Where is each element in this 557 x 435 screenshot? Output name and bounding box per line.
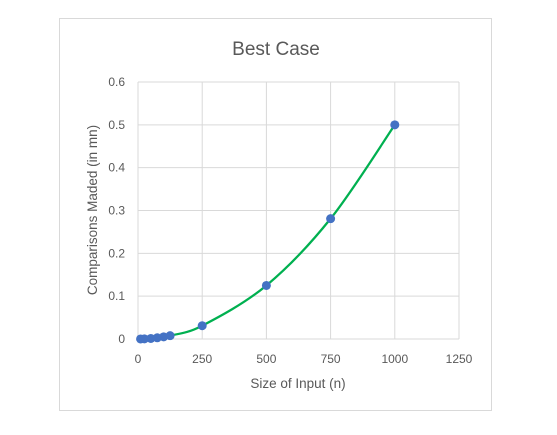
data-point — [390, 120, 400, 130]
gridlines — [137, 81, 460, 340]
y-tick-label: 0.4 — [108, 161, 125, 175]
y-axis-ticks: 0 0.1 0.2 0.3 0.4 0.5 0.6 — [108, 75, 125, 346]
x-tick-label: 0 — [135, 352, 142, 366]
x-axis-label: Size of Input (n) — [250, 376, 345, 391]
y-tick-label: 0.1 — [108, 289, 125, 303]
y-tick-label: 0.6 — [108, 75, 125, 89]
data-point — [326, 214, 336, 224]
data-point — [261, 280, 271, 290]
data-points — [136, 120, 400, 344]
chart-title: Best Case — [232, 39, 320, 60]
x-tick-label: 500 — [256, 352, 276, 366]
y-tick-label: 0.3 — [108, 204, 125, 218]
data-point — [139, 334, 149, 344]
data-point — [165, 331, 175, 341]
x-tick-label: 750 — [321, 352, 341, 366]
data-point — [197, 321, 207, 331]
x-axis-ticks: 0 250 500 750 1000 1250 — [135, 352, 473, 366]
y-tick-label: 0 — [118, 332, 125, 346]
x-tick-label: 1250 — [446, 352, 473, 366]
x-tick-label: 250 — [192, 352, 212, 366]
trend-line — [140, 124, 396, 341]
y-tick-label: 0.2 — [108, 246, 125, 260]
y-axis-label: Comparisons Maded (in mn) — [85, 125, 100, 295]
chart-frame — [59, 18, 492, 411]
y-tick-label: 0.5 — [108, 118, 125, 132]
x-tick-label: 1000 — [381, 352, 408, 366]
